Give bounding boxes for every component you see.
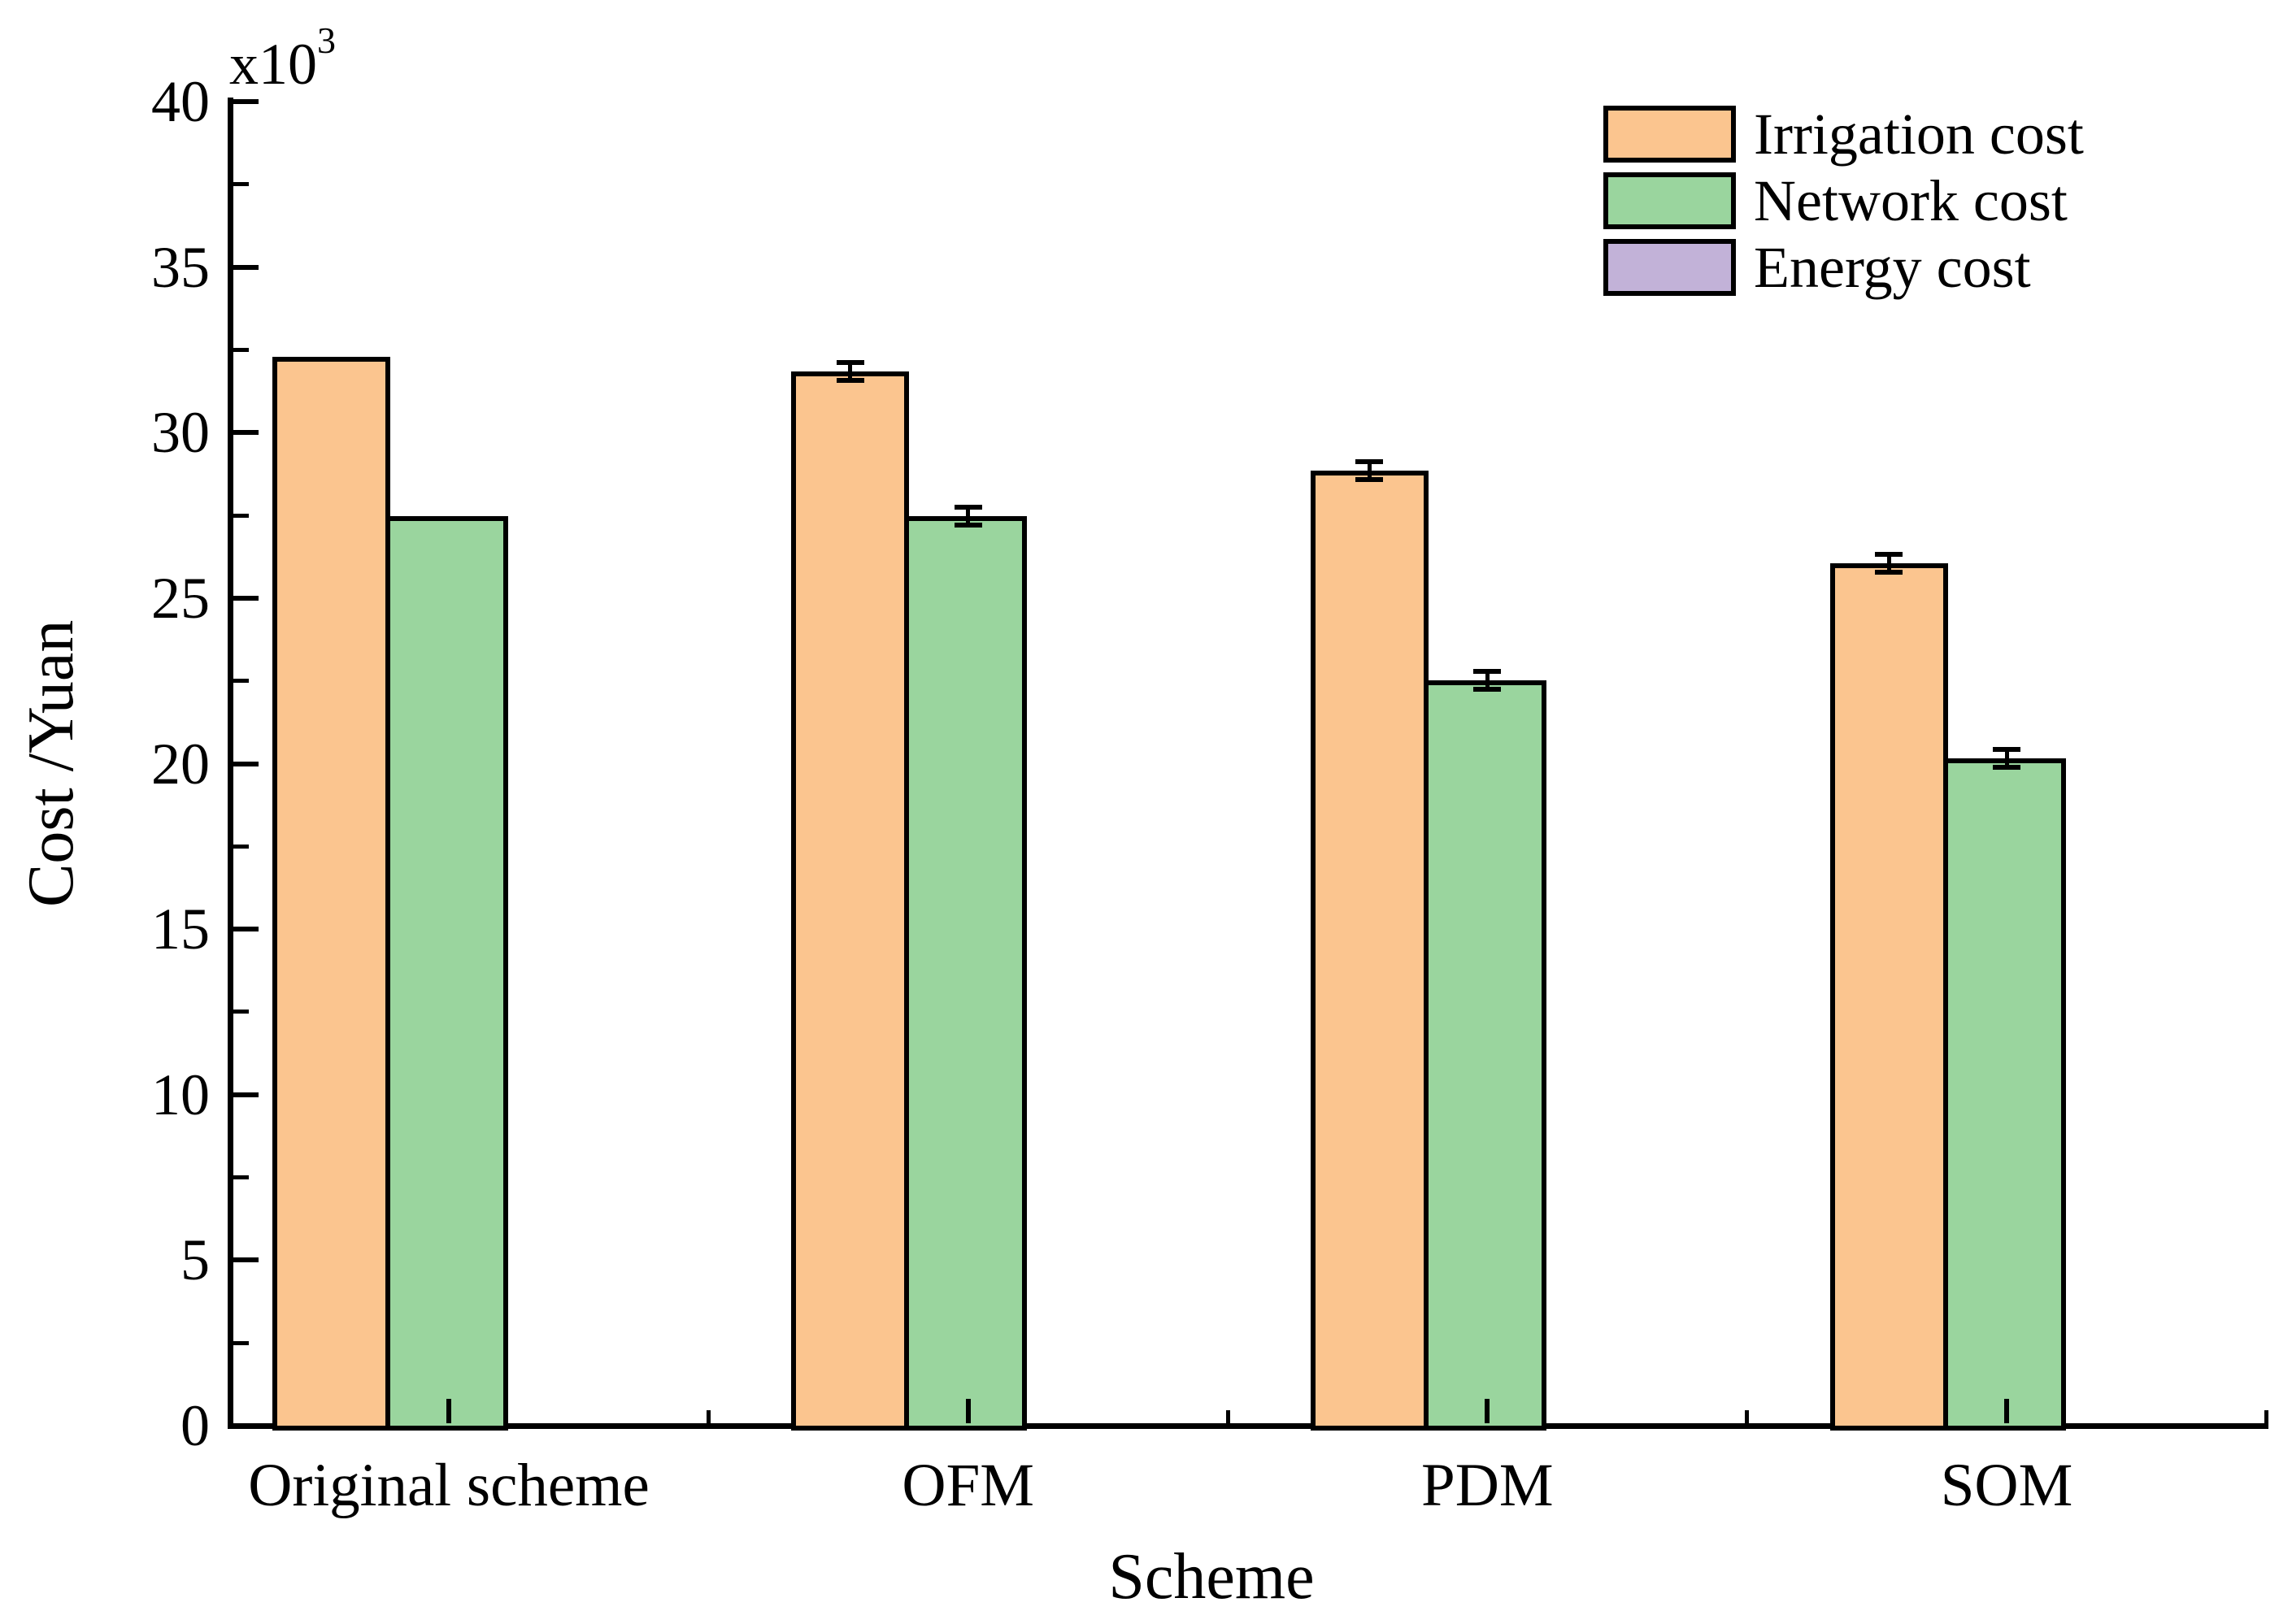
legend-row-irrigation-cost: Irrigation cost [1603,102,2084,167]
x-major-tick [446,1399,451,1423]
y-tick-label: 30 [151,400,210,466]
y-major-tick [233,264,259,270]
x-category-label-som: SOM [1940,1452,2073,1519]
x-minor-tick [2264,1410,2268,1423]
x-category-label-ofm: OFM [902,1452,1034,1519]
multiplier-exponent: 3 [317,20,336,61]
bar-irrigation-cost-pdm [1310,470,1429,1431]
error-bar-irrigation-cost-ofm-line [848,363,853,381]
y-minor-tick [233,513,249,518]
x-major-tick [1485,1399,1490,1423]
error-bar-irrigation-cost-som-cap-bottom [1875,570,1903,575]
x-axis-title: Scheme [1108,1541,1315,1613]
y-major-tick [233,595,259,601]
legend-swatch-energy-cost [1603,239,1736,296]
y-tick-label: 10 [151,1062,210,1127]
error-bar-network-cost-ofm-cap-bottom [954,523,982,528]
bar-irrigation-cost-som [1829,563,1948,1431]
error-bar-irrigation-cost-ofm-cap-bottom [836,378,864,384]
y-major-tick [233,99,259,104]
y-minor-tick [233,182,249,187]
legend-swatch-network-cost [1603,172,1736,229]
y-major-tick [233,1423,259,1428]
legend-row-energy-cost: Energy cost [1603,235,2084,300]
y-tick-label: 15 [151,897,210,962]
x-category-label-pdm: PDM [1421,1452,1554,1519]
y-axis-multiplier: x103 [229,7,336,98]
y-minor-tick [233,1340,249,1345]
y-minor-tick [233,1175,249,1180]
error-bar-irrigation-cost-pdm-line [1367,461,1372,480]
y-major-tick [233,1257,259,1263]
y-minor-tick [233,679,249,684]
bar-irrigation-cost-ofm [791,371,910,1431]
error-bar-network-cost-pdm-cap-bottom [1473,687,1502,693]
legend-label-irrigation-cost: Irrigation cost [1754,102,2084,167]
error-bar-irrigation-cost-som-line [1886,554,1891,573]
y-tick-label: 25 [151,565,210,631]
y-tick-label: 35 [151,234,210,300]
bar-network-cost-som [1942,758,2066,1431]
error-bar-network-cost-pdm-line [1485,671,1490,690]
x-major-tick [965,1399,971,1423]
legend-swatch-irrigation-cost [1603,106,1736,163]
error-bar-irrigation-cost-ofm-cap-top [836,360,864,366]
y-major-tick [233,1092,259,1097]
x-category-label-original-scheme: Original scheme [248,1452,650,1519]
error-bar-irrigation-cost-pdm-cap-bottom [1355,476,1384,482]
y-minor-tick [233,844,249,849]
error-bar-irrigation-cost-som-cap-top [1875,552,1903,558]
bar-irrigation-cost-original-scheme [272,356,390,1431]
error-bar-network-cost-som-line [2004,749,2009,767]
bar-network-cost-pdm [1423,680,1546,1431]
error-bar-irrigation-cost-pdm-cap-top [1355,458,1384,464]
y-major-tick [233,761,259,766]
error-bar-network-cost-ofm-cap-top [954,505,982,510]
multiplier-base: x10 [229,32,317,97]
bar-network-cost-original-scheme [385,516,508,1431]
x-major-tick [2004,1399,2009,1423]
legend-label-network-cost: Network cost [1754,168,2068,233]
x-minor-tick [1225,1410,1230,1423]
legend: Irrigation cost Network cost Energy cost [1603,102,2084,306]
y-tick-label: 0 [180,1393,210,1458]
x-axis-line [228,1423,2268,1429]
y-minor-tick [233,1010,249,1014]
legend-row-network-cost: Network cost [1603,168,2084,233]
y-major-tick [233,430,259,436]
y-tick-label: 5 [180,1227,210,1293]
error-bar-network-cost-som-cap-bottom [1993,764,2020,770]
x-minor-tick [706,1410,711,1423]
x-minor-tick [1745,1410,1750,1423]
error-bar-network-cost-ofm-line [966,507,971,526]
error-bar-network-cost-som-cap-top [1993,746,2020,752]
legend-label-energy-cost: Energy cost [1754,235,2031,300]
y-major-tick [233,927,259,932]
bar-network-cost-ofm [904,516,1028,1431]
y-tick-label: 40 [151,69,210,134]
y-minor-tick [233,347,249,352]
y-tick-label: 20 [151,731,210,797]
y-axis-line [228,98,233,1429]
error-bar-network-cost-pdm-cap-top [1473,669,1502,675]
